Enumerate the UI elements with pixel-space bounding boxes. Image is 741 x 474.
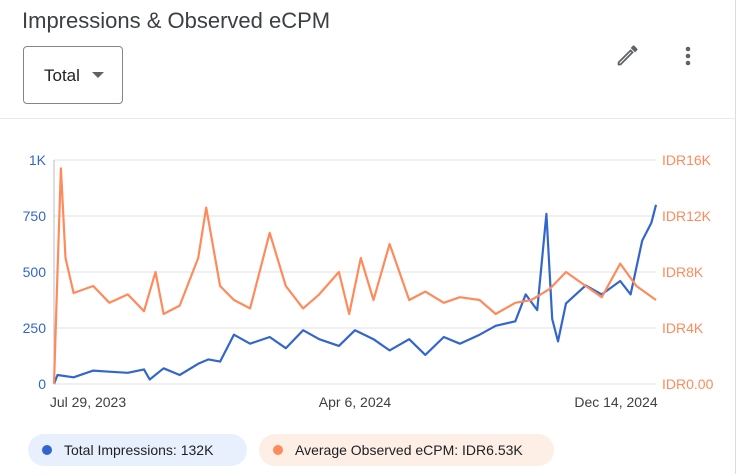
y-right-tick-label: IDR8K — [662, 264, 704, 280]
pencil-icon — [617, 45, 638, 66]
y-left-tick-label: 0 — [38, 376, 46, 392]
total-dropdown[interactable]: Total — [23, 46, 123, 104]
y-right-tick-label: IDR16K — [662, 152, 712, 168]
legend-label-ecpm: Average Observed eCPM: IDR6.53K — [295, 442, 523, 458]
edit-button[interactable] — [613, 42, 641, 70]
y-left-tick-label: 1K — [29, 152, 47, 168]
card-title: Impressions & Observed eCPM — [22, 8, 331, 33]
y-left-tick-label: 250 — [23, 320, 47, 336]
legend-label-impressions: Total Impressions: 132K — [64, 442, 214, 458]
legend-dot-impressions — [42, 445, 52, 455]
legend-dot-ecpm — [273, 445, 283, 455]
line-chart: 0 IDR0.00 250 IDR4K 500 IDR8K 750 IDR12K 1K IDR16… — [23, 152, 714, 410]
dropdown-value: Total — [44, 66, 80, 85]
y-left-tick-label: 750 — [23, 208, 47, 224]
x-tick-label: Jul 29, 2023 — [50, 394, 126, 410]
y-right-tick-label: IDR12K — [662, 208, 712, 224]
x-tick-label: Dec 14, 2024 — [574, 394, 657, 410]
impressions-series-line — [52, 204, 658, 385]
more-options-button[interactable] — [674, 42, 702, 70]
divider — [0, 118, 736, 119]
legend-item-impressions[interactable]: Total Impressions: 132K — [28, 434, 247, 466]
y-right-tick-label: IDR4K — [662, 320, 704, 336]
legend-item-ecpm[interactable]: Average Observed eCPM: IDR6.53K — [259, 434, 554, 466]
y-left-tick-label: 500 — [23, 264, 47, 280]
caret-down-icon — [92, 72, 104, 78]
more-vert-icon — [685, 46, 691, 66]
x-tick-label: Apr 6, 2024 — [319, 394, 392, 410]
ecpm-series-line — [52, 167, 657, 385]
y-right-tick-label: IDR0.00 — [662, 376, 714, 392]
